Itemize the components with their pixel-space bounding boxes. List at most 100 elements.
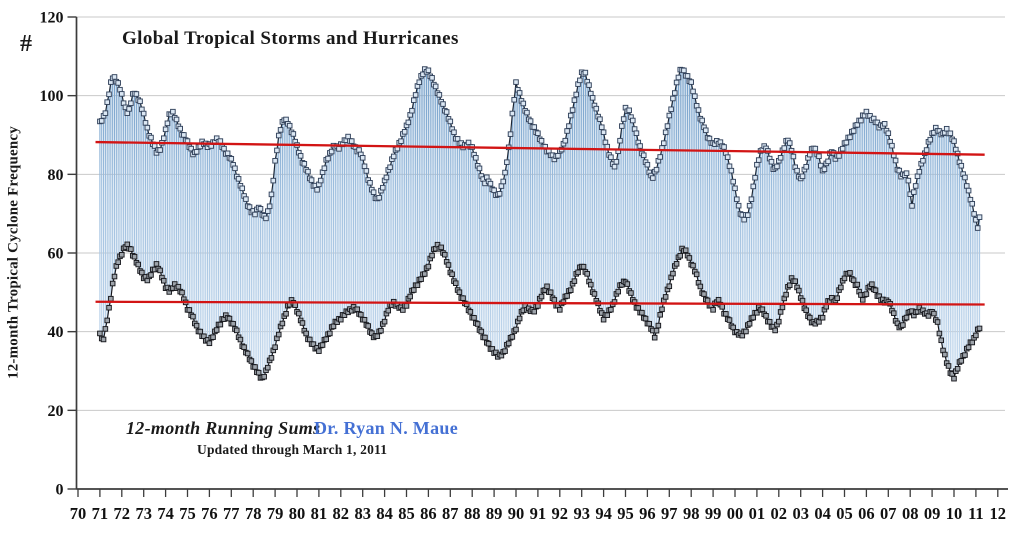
data-point-marker — [328, 148, 335, 155]
x-tick-label: 99 — [705, 504, 722, 523]
data-point-marker — [440, 101, 446, 107]
data-point-marker — [564, 128, 570, 134]
data-point-marker — [670, 270, 676, 277]
data-point-marker — [863, 291, 870, 297]
data-point-marker — [111, 273, 118, 280]
data-point-marker — [261, 373, 267, 380]
data-point-marker — [633, 130, 640, 137]
data-point-marker — [317, 177, 324, 184]
data-point-marker — [670, 95, 676, 102]
data-point-marker — [142, 120, 149, 126]
data-point-marker — [971, 211, 977, 217]
data-point-marker — [783, 291, 789, 298]
data-point-marker — [796, 287, 802, 294]
data-point-marker — [516, 315, 523, 322]
data-point-marker — [139, 269, 145, 276]
data-point-marker — [153, 261, 160, 267]
data-point-marker — [111, 74, 118, 80]
x-tick-label: 07 — [880, 504, 897, 523]
data-point-marker — [703, 127, 709, 134]
data-point-marker — [965, 187, 972, 194]
data-point-marker — [460, 295, 466, 301]
data-point-marker — [786, 282, 793, 289]
data-point-marker — [221, 145, 227, 152]
data-point-marker — [673, 79, 680, 86]
data-point-marker — [746, 320, 753, 327]
data-point-marker — [405, 119, 412, 126]
data-point-marker — [562, 137, 569, 144]
data-point-marker — [354, 306, 360, 313]
data-point-marker — [235, 176, 242, 182]
x-tick-label: 02 — [771, 504, 788, 523]
data-point-marker — [812, 145, 819, 152]
data-point-marker — [803, 163, 809, 170]
data-point-marker — [892, 157, 899, 164]
data-point-marker — [942, 351, 948, 358]
data-point-marker — [265, 364, 271, 371]
data-point-marker — [885, 130, 892, 137]
data-point-marker — [465, 139, 472, 146]
data-point-marker — [502, 348, 508, 354]
data-point-marker — [257, 206, 264, 212]
data-point-marker — [252, 364, 258, 370]
x-tick-label: 87 — [442, 504, 459, 523]
data-point-marker — [662, 294, 669, 300]
data-point-marker — [135, 261, 142, 268]
data-point-marker — [903, 314, 910, 321]
data-point-marker — [719, 304, 725, 310]
data-point-marker — [323, 336, 329, 342]
data-point-marker — [283, 310, 289, 317]
data-point-marker — [301, 161, 308, 167]
data-point-marker — [881, 121, 888, 127]
annotation-author-credit: Dr. Ryan N. Maue — [314, 418, 459, 438]
data-point-marker — [119, 251, 125, 258]
data-point-marker — [297, 153, 304, 159]
data-point-marker — [693, 271, 700, 278]
data-point-marker — [544, 283, 550, 290]
data-point-marker — [190, 313, 196, 320]
data-point-marker — [403, 303, 410, 309]
data-point-marker — [628, 290, 634, 296]
data-point-marker — [706, 135, 713, 142]
data-point-marker — [677, 252, 684, 259]
data-point-marker — [943, 125, 950, 132]
chart-title: Global Tropical Storms and Hurricanes — [122, 28, 459, 49]
data-point-marker — [653, 166, 660, 173]
data-point-marker — [380, 184, 386, 191]
data-point-marker — [723, 311, 729, 317]
data-point-marker — [839, 145, 846, 152]
data-point-marker — [538, 137, 545, 144]
x-tick-label: 73 — [135, 504, 152, 523]
data-point-marker — [206, 340, 213, 347]
data-point-marker — [763, 313, 769, 319]
x-tick-label: 10 — [946, 504, 963, 523]
data-point-marker — [383, 174, 390, 181]
data-point-marker — [564, 293, 570, 299]
x-tick-label: 92 — [552, 504, 569, 523]
data-point-marker — [246, 204, 253, 210]
data-point-marker — [181, 132, 187, 138]
data-point-marker — [777, 309, 784, 315]
data-point-marker — [407, 293, 413, 300]
data-point-marker — [699, 117, 705, 124]
data-point-marker — [661, 140, 667, 146]
x-tick-label: 93 — [573, 504, 590, 523]
data-point-marker — [411, 287, 417, 293]
data-point-marker — [374, 333, 381, 339]
x-tick-marks — [77, 489, 999, 497]
y-tick-label: 0 — [56, 482, 64, 499]
data-point-marker — [653, 327, 660, 334]
data-point-marker — [513, 326, 519, 333]
data-point-marker — [692, 93, 698, 99]
data-point-marker — [520, 100, 527, 107]
data-point-marker — [774, 163, 780, 170]
x-tick-label: 84 — [376, 504, 393, 523]
data-point-marker — [889, 142, 895, 149]
annotation-running-sums: 12-month Running Sums — [126, 418, 321, 438]
x-tick-labels: 70 71 72 73 74 75 76 77 78 79 80 81 82 83 84 85 86 87 88 89… — [70, 504, 1006, 523]
data-point-marker — [701, 291, 707, 297]
data-point-marker — [162, 126, 169, 133]
data-point-marker — [124, 241, 131, 248]
data-point-marker — [241, 344, 247, 350]
